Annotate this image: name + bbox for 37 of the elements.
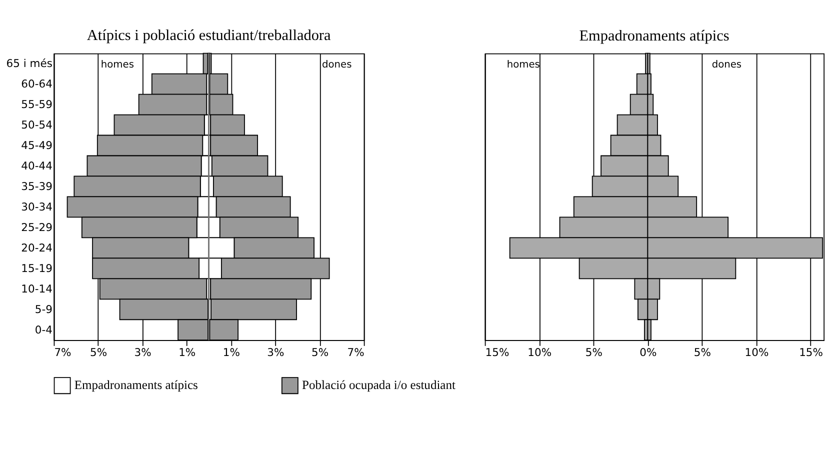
x-tick-label: 5% xyxy=(585,346,602,359)
y-tick-label: 15-19 xyxy=(21,262,53,275)
x-tick-label: 5% xyxy=(694,346,711,359)
x-tick-label: 3% xyxy=(134,346,152,359)
x-tick-label: 1% xyxy=(178,346,196,359)
annotation: dones xyxy=(712,60,742,71)
y-tick-label: 65 i més xyxy=(6,57,53,70)
annotation: homes xyxy=(506,60,540,71)
annotation: homes xyxy=(100,60,134,71)
chart-title: Empadronaments atípics xyxy=(579,27,730,44)
y-tick-label: 25-29 xyxy=(21,221,53,234)
x-tick-label: 0% xyxy=(640,346,657,359)
y-tick-label: 0-4 xyxy=(34,323,53,336)
x-tick-label: 15% xyxy=(485,346,510,359)
x-tick-label: 10% xyxy=(744,346,769,359)
x-tick-label: 1% xyxy=(222,346,240,359)
chart-title: Atípics i població estudiant/treballadora xyxy=(86,27,331,44)
x-tick-label: 5% xyxy=(90,346,108,359)
x-tick-label: 7% xyxy=(54,346,72,359)
y-tick-label: 50-54 xyxy=(21,118,53,132)
y-tick-label: 55-59 xyxy=(21,98,53,112)
y-tick-label: 35-39 xyxy=(21,180,53,194)
legend-label: Població ocupada i/o estudiant xyxy=(302,378,456,392)
x-tick-label: 7% xyxy=(347,346,364,359)
y-tick-label: 45-49 xyxy=(21,139,53,152)
x-tick-label: 3% xyxy=(267,346,284,359)
annotation: dones xyxy=(322,60,352,71)
y-tick-label: 10-14 xyxy=(21,282,53,296)
y-tick-label: 5-9 xyxy=(34,302,53,316)
x-tick-label: 5% xyxy=(311,346,329,359)
y-tick-label: 20-24 xyxy=(21,242,53,255)
y-tick-label: 60-64 xyxy=(21,78,53,91)
y-tick-label: 40-44 xyxy=(21,160,53,173)
x-tick-label: 10% xyxy=(528,346,552,359)
x-tick-label: 15% xyxy=(799,346,823,359)
y-tick-label: 30-34 xyxy=(21,200,53,214)
legend-label: Empadronaments atípics xyxy=(74,378,198,392)
